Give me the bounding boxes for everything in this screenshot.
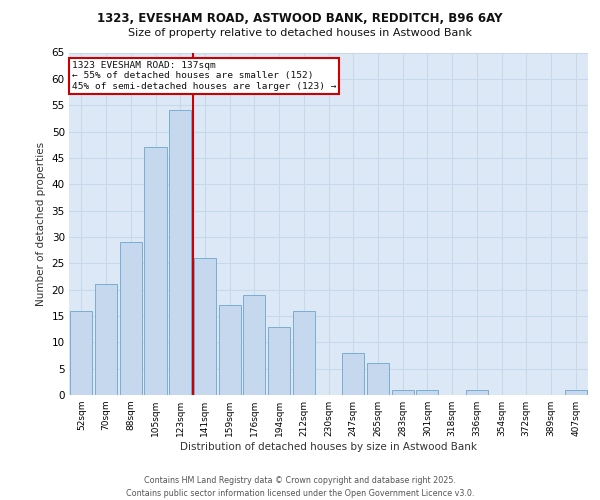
Bar	[466, 390, 488, 395]
Bar	[119, 242, 142, 395]
Bar	[243, 295, 265, 395]
Bar	[95, 284, 117, 395]
Bar	[293, 310, 315, 395]
Bar	[145, 148, 167, 395]
Text: Contains HM Land Registry data © Crown copyright and database right 2025.
Contai: Contains HM Land Registry data © Crown c…	[126, 476, 474, 498]
Bar	[416, 390, 439, 395]
Bar	[194, 258, 216, 395]
Bar	[392, 390, 414, 395]
Bar	[565, 390, 587, 395]
Text: 1323, EVESHAM ROAD, ASTWOOD BANK, REDDITCH, B96 6AY: 1323, EVESHAM ROAD, ASTWOOD BANK, REDDIT…	[97, 12, 503, 26]
Bar	[268, 326, 290, 395]
Bar	[367, 364, 389, 395]
Text: 1323 EVESHAM ROAD: 137sqm
← 55% of detached houses are smaller (152)
45% of semi: 1323 EVESHAM ROAD: 137sqm ← 55% of detac…	[71, 61, 336, 91]
Bar	[70, 310, 92, 395]
X-axis label: Distribution of detached houses by size in Astwood Bank: Distribution of detached houses by size …	[180, 442, 477, 452]
Bar	[342, 353, 364, 395]
Bar	[169, 110, 191, 395]
Y-axis label: Number of detached properties: Number of detached properties	[36, 142, 46, 306]
Bar	[218, 306, 241, 395]
Text: Size of property relative to detached houses in Astwood Bank: Size of property relative to detached ho…	[128, 28, 472, 38]
